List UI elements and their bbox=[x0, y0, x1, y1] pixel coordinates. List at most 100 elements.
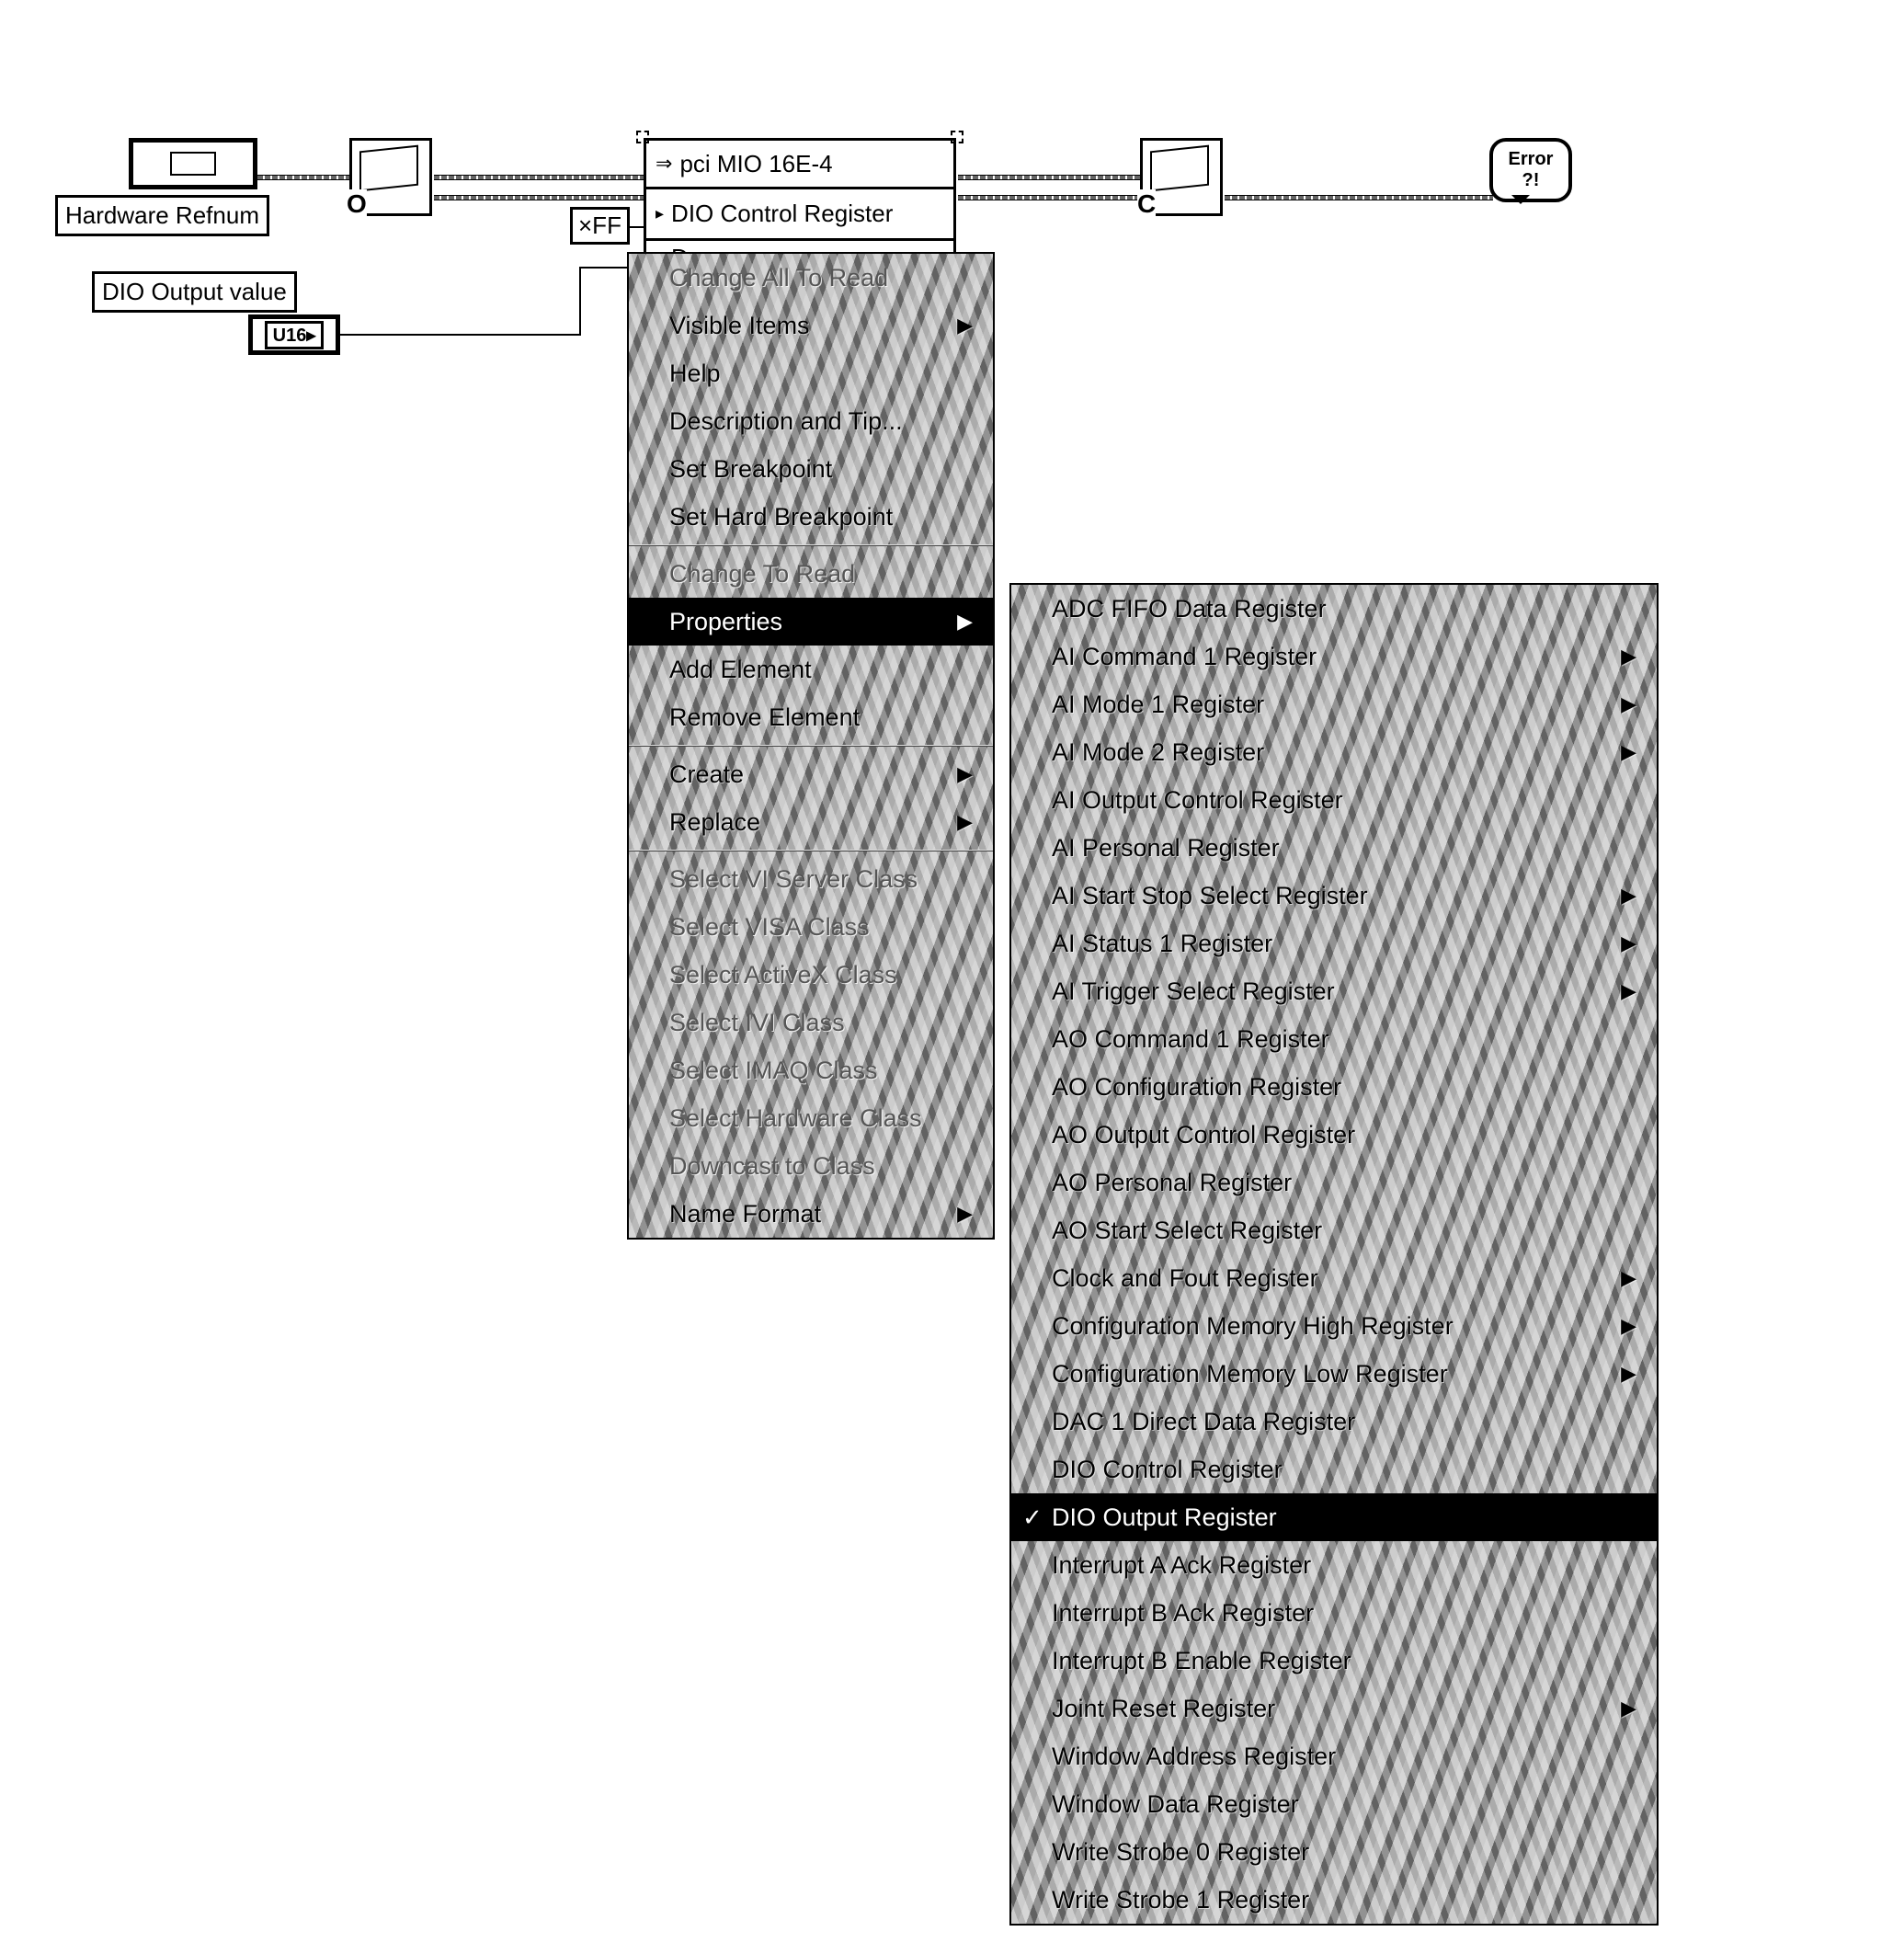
menu2-item[interactable]: Joint Reset Register▶ bbox=[1011, 1685, 1657, 1732]
menu2-item[interactable]: AI Start Stop Select Register▶ bbox=[1011, 872, 1657, 920]
menu-item-label: AI Command 1 Register bbox=[1052, 643, 1317, 671]
menu-item-label: Select VI Server Class bbox=[669, 865, 918, 894]
menu2-item[interactable]: AI Personal Register bbox=[1011, 824, 1657, 872]
menu-item-label: DAC 1 Direct Data Register bbox=[1052, 1408, 1355, 1436]
menu-item-label: AI Trigger Select Register bbox=[1052, 977, 1335, 1006]
menu1-item: Select VISA Class bbox=[629, 903, 993, 951]
menu-item-label: Change To Read bbox=[669, 560, 855, 589]
menu2-item[interactable]: AO Output Control Register bbox=[1011, 1111, 1657, 1159]
submenu-arrow-icon: ▶ bbox=[1621, 1314, 1636, 1338]
context-menu[interactable]: Change All To ReadVisible Items▶HelpDesc… bbox=[627, 252, 995, 1240]
close-node-icon: C bbox=[1140, 138, 1223, 216]
menu1-item: Select IMAQ Class bbox=[629, 1046, 993, 1094]
menu2-item[interactable]: AI Command 1 Register▶ bbox=[1011, 633, 1657, 680]
menu-item-label: AI Output Control Register bbox=[1052, 786, 1343, 815]
xff-constant[interactable]: ×FF bbox=[570, 207, 630, 245]
menu1-item: Select ActiveX Class bbox=[629, 951, 993, 999]
menu1-item[interactable]: Help bbox=[629, 349, 993, 397]
menu1-item[interactable]: Description and Tip... bbox=[629, 397, 993, 445]
menu2-item[interactable]: AI Trigger Select Register▶ bbox=[1011, 967, 1657, 1015]
menu-item-label: Help bbox=[669, 360, 721, 388]
menu2-item[interactable]: AO Command 1 Register bbox=[1011, 1015, 1657, 1063]
menu-item-label: Write Strobe 0 Register bbox=[1052, 1838, 1309, 1867]
menu-item-label: AO Configuration Register bbox=[1052, 1073, 1341, 1102]
menu2-item[interactable]: ADC FIFO Data Register bbox=[1011, 585, 1657, 633]
menu2-item[interactable]: Interrupt B Enable Register bbox=[1011, 1637, 1657, 1685]
menu2-item[interactable]: DIO Control Register bbox=[1011, 1446, 1657, 1493]
menu2-item[interactable]: AI Mode 2 Register▶ bbox=[1011, 728, 1657, 776]
open-letter: O bbox=[347, 189, 367, 219]
menu2-item[interactable]: AO Personal Register bbox=[1011, 1159, 1657, 1206]
menu1-item[interactable]: Create▶ bbox=[629, 750, 993, 798]
menu2-item[interactable]: DAC 1 Direct Data Register bbox=[1011, 1398, 1657, 1446]
menu-item-label: Select VISA Class bbox=[669, 913, 870, 942]
menu1-item[interactable]: Properties▶ bbox=[629, 598, 993, 646]
menu2-item[interactable]: Write Strobe 0 Register bbox=[1011, 1828, 1657, 1876]
property-header-text: pci MIO 16E-4 bbox=[679, 150, 832, 178]
row-arrow-icon: ▸ bbox=[656, 204, 664, 223]
menu1-item[interactable]: Set Breakpoint bbox=[629, 445, 993, 493]
menu-item-label: AO Personal Register bbox=[1052, 1169, 1292, 1197]
menu1-item[interactable]: Add Element bbox=[629, 646, 993, 693]
dio-output-value-label: DIO Output value bbox=[92, 271, 297, 313]
menu-item-label: AI Status 1 Register bbox=[1052, 930, 1272, 958]
menu2-item[interactable]: ✓DIO Output Register bbox=[1011, 1493, 1657, 1541]
menu-item-label: Interrupt B Ack Register bbox=[1052, 1599, 1314, 1628]
wire bbox=[257, 175, 353, 180]
u16-constant[interactable]: U16▸ bbox=[248, 314, 340, 355]
close-letter: C bbox=[1137, 189, 1156, 219]
submenu-arrow-icon: ▶ bbox=[957, 1202, 973, 1226]
hardware-refnum-label: Hardware Refnum bbox=[55, 195, 269, 236]
menu-item-label: Window Data Register bbox=[1052, 1790, 1299, 1819]
wire bbox=[434, 175, 645, 180]
menu-item-label: ADC FIFO Data Register bbox=[1052, 595, 1327, 623]
menu2-item[interactable]: Configuration Memory High Register▶ bbox=[1011, 1302, 1657, 1350]
wire bbox=[340, 334, 579, 336]
menu1-item[interactable]: Set Hard Breakpoint bbox=[629, 493, 993, 541]
submenu-arrow-icon: ▶ bbox=[957, 314, 973, 337]
menu-item-label: AO Start Select Register bbox=[1052, 1217, 1322, 1245]
menu2-item[interactable]: Write Strobe 1 Register bbox=[1011, 1876, 1657, 1924]
menu-item-label: AI Start Stop Select Register bbox=[1052, 882, 1368, 910]
menu-item-label: Properties bbox=[669, 608, 782, 636]
menu-item-label: Set Hard Breakpoint bbox=[669, 503, 893, 531]
properties-submenu[interactable]: ADC FIFO Data Register AI Command 1 Regis… bbox=[1009, 583, 1659, 1926]
menu2-item[interactable]: Interrupt B Ack Register bbox=[1011, 1589, 1657, 1637]
error-text: Error bbox=[1509, 149, 1554, 170]
menu2-item[interactable]: Window Data Register bbox=[1011, 1780, 1657, 1828]
menu-item-label: Select ActiveX Class bbox=[669, 961, 897, 989]
menu2-item[interactable]: Window Address Register bbox=[1011, 1732, 1657, 1780]
menu2-item[interactable]: AI Status 1 Register▶ bbox=[1011, 920, 1657, 967]
submenu-arrow-icon: ▶ bbox=[957, 810, 973, 834]
property-row-dio-control[interactable]: ▸ DIO Control Register bbox=[644, 189, 956, 241]
error-handler-node[interactable]: Error ?! bbox=[1489, 138, 1581, 230]
menu-item-label: Select IVI Class bbox=[669, 1009, 845, 1037]
menu-item-label: AI Mode 1 Register bbox=[1052, 691, 1264, 719]
menu1-item[interactable]: Name Format▶ bbox=[629, 1190, 993, 1238]
menu1-item[interactable]: Replace▶ bbox=[629, 798, 993, 846]
menu2-item[interactable]: Clock and Fout Register▶ bbox=[1011, 1254, 1657, 1302]
menu-item-label: AO Command 1 Register bbox=[1052, 1025, 1329, 1054]
menu-item-label: Remove Element bbox=[669, 703, 860, 732]
menu2-item[interactable]: AI Output Control Register bbox=[1011, 776, 1657, 824]
menu2-item[interactable]: AO Configuration Register bbox=[1011, 1063, 1657, 1111]
submenu-arrow-icon: ▶ bbox=[1621, 1362, 1636, 1386]
menu1-item: Select VI Server Class bbox=[629, 855, 993, 903]
menu-item-label: DIO Output Register bbox=[1052, 1503, 1277, 1532]
menu1-item: Change To Read bbox=[629, 550, 993, 598]
close-hardware-node[interactable]: C bbox=[1140, 138, 1232, 230]
menu1-item[interactable]: Visible Items▶ bbox=[629, 302, 993, 349]
submenu-arrow-icon: ▶ bbox=[957, 762, 973, 786]
menu2-item[interactable]: Interrupt A Ack Register bbox=[1011, 1541, 1657, 1589]
wire bbox=[1225, 195, 1493, 200]
menu-item-label: Set Breakpoint bbox=[669, 455, 832, 484]
open-hardware-node[interactable]: O bbox=[349, 138, 441, 230]
property-header-row[interactable]: ⇒ pci MIO 16E-4 bbox=[644, 138, 956, 189]
menu-item-label: AI Mode 2 Register bbox=[1052, 738, 1264, 767]
menu2-item[interactable]: AI Mode 1 Register▶ bbox=[1011, 680, 1657, 728]
hardware-refnum-control[interactable] bbox=[129, 138, 257, 189]
menu2-item[interactable]: Configuration Memory Low Register▶ bbox=[1011, 1350, 1657, 1398]
menu1-item[interactable]: Remove Element bbox=[629, 693, 993, 741]
menu-item-label: Select Hardware Class bbox=[669, 1104, 922, 1133]
menu2-item[interactable]: AO Start Select Register bbox=[1011, 1206, 1657, 1254]
